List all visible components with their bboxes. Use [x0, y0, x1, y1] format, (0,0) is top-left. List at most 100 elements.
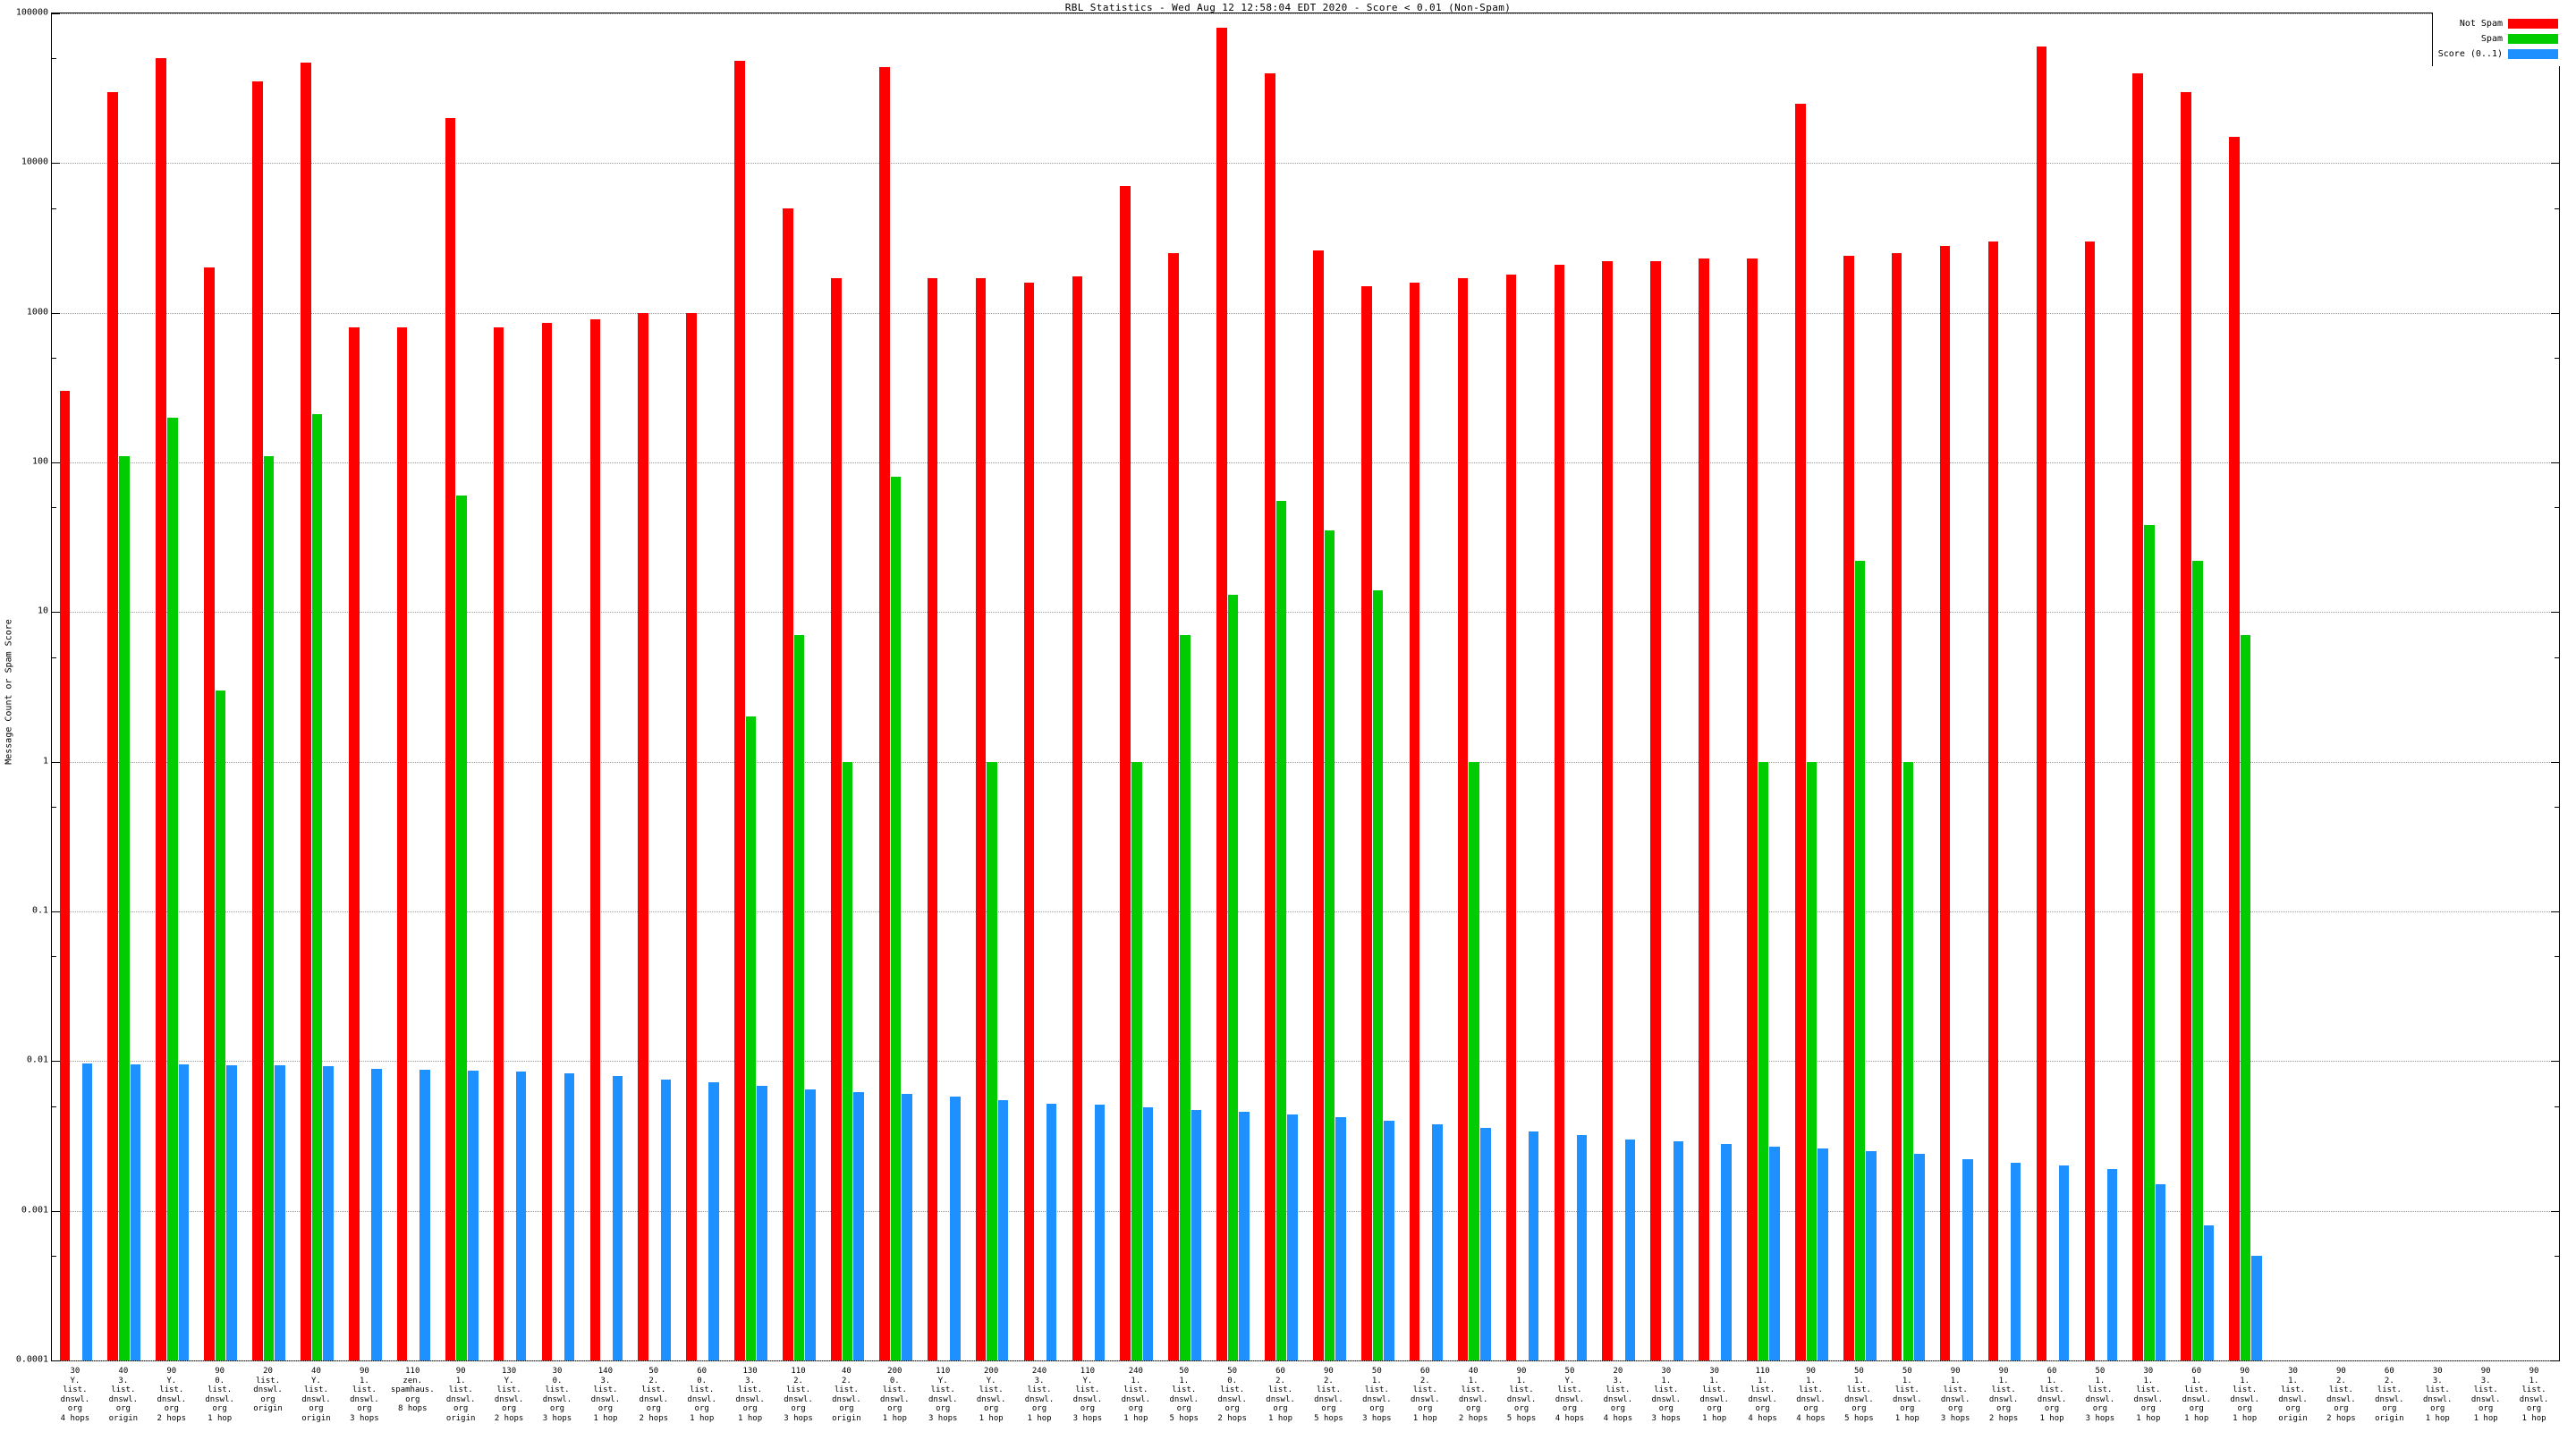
x-tick-label: 90 1. list. dnswl. org 1 hop — [2230, 1367, 2259, 1423]
bar-not-spam — [1360, 286, 1372, 1360]
x-tick-label: 30 1. list. dnswl. org origin — [2278, 1367, 2308, 1423]
bar-score — [81, 1063, 93, 1360]
bar-not-spam — [1265, 72, 1275, 1360]
x-tick-label: 90 1. list. dnswl. org origin — [445, 1367, 476, 1423]
y-tick-mark — [2551, 761, 2559, 763]
bar-not-spam — [107, 91, 119, 1360]
bar-spam — [987, 761, 997, 1360]
gridline — [52, 761, 2559, 763]
x-tick-label: 30 1. list. dnswl. org 1 hop — [2133, 1367, 2164, 1423]
bar-layer — [52, 13, 2559, 1360]
bar-score — [1866, 1151, 1877, 1360]
bar-score — [275, 1064, 285, 1360]
bar-not-spam — [59, 391, 71, 1360]
bar-score — [1673, 1141, 1684, 1360]
bar-spam — [2240, 635, 2251, 1360]
x-tick-label: 20 list. dnswl. org origin — [253, 1367, 283, 1413]
bar-score — [467, 1071, 479, 1360]
x-tick-label: 130 3. list. dnswl. org 1 hop — [735, 1367, 765, 1423]
bar-not-spam — [1216, 28, 1227, 1360]
x-tick-label: 240 1. list. dnswl. org 1 hop — [1121, 1367, 1151, 1423]
bar-score — [2203, 1224, 2215, 1360]
y-tick-mark-minor — [52, 507, 56, 509]
bar-spam — [1131, 761, 1142, 1360]
bar-not-spam — [1168, 253, 1179, 1360]
bar-score — [997, 1099, 1009, 1360]
x-tick-label: 60 1. list. dnswl. org 1 hop — [2182, 1367, 2211, 1423]
bar-not-spam — [541, 323, 553, 1360]
y-tick-mark-minor — [2555, 358, 2559, 360]
x-tick-label: 90 1. list. dnswl. org 4 hops — [1796, 1367, 1826, 1423]
bar-spam — [793, 635, 805, 1360]
x-tick-label: 50 1. list. dnswl. org 3 hops — [1362, 1367, 1392, 1423]
x-tick-label: 110 2. list. dnswl. org 3 hops — [784, 1367, 813, 1423]
bar-score — [178, 1064, 190, 1360]
bar-not-spam — [156, 58, 166, 1360]
bar-score — [612, 1075, 623, 1360]
y-tick-mark — [52, 1210, 60, 1212]
bar-not-spam — [252, 81, 263, 1360]
x-tick-label: 50 2. list. dnswl. org 2 hops — [639, 1367, 669, 1423]
bar-score — [323, 1066, 334, 1360]
y-tick-mark-minor — [2555, 507, 2559, 509]
bar-score — [805, 1089, 816, 1360]
x-tick-label: 30 Y. list. dnswl. org 4 hops — [60, 1367, 90, 1423]
gridline — [52, 462, 2559, 463]
bar-score — [515, 1072, 527, 1360]
bar-not-spam — [1072, 276, 1083, 1360]
bar-score — [1914, 1154, 1925, 1360]
bar-spam — [1324, 530, 1335, 1360]
bar-not-spam — [831, 278, 842, 1360]
y-tick-mark — [52, 761, 60, 763]
bar-not-spam — [1554, 264, 1565, 1360]
bar-spam — [1469, 761, 1479, 1360]
x-tick-label: 90 1. list. dnswl. org 3 hops — [350, 1367, 379, 1423]
gridline — [52, 612, 2559, 614]
bar-score — [2155, 1184, 2166, 1360]
bar-spam — [1179, 635, 1191, 1360]
legend-item-spam: Spam — [2438, 31, 2558, 47]
bar-spam — [2144, 525, 2155, 1360]
x-tick-label: 240 3. list. dnswl. org 1 hop — [1024, 1367, 1055, 1423]
bar-score — [902, 1094, 912, 1360]
x-tick-label: 90 0. list. dnswl. org 1 hop — [205, 1367, 234, 1423]
y-tick-mark — [52, 462, 60, 463]
bar-spam — [215, 690, 226, 1360]
bar-score — [226, 1064, 238, 1360]
bar-score — [371, 1068, 382, 1360]
bar-score — [2058, 1165, 2070, 1360]
bar-not-spam — [445, 117, 456, 1360]
y-tick-mark — [2551, 163, 2559, 165]
y-tick-mark-minor — [2555, 208, 2559, 209]
bar-score — [1335, 1117, 1346, 1360]
bar-not-spam — [2132, 72, 2143, 1360]
y-axis-label: Message Count or Spam Score — [4, 619, 14, 765]
bar-score — [853, 1092, 864, 1360]
gridline — [52, 911, 2559, 912]
bar-spam — [1806, 761, 1818, 1360]
bar-score — [1287, 1114, 1298, 1360]
bar-score — [419, 1070, 430, 1360]
y-tick-label: 1000 — [26, 307, 48, 318]
chart-title: RBL Statistics - Wed Aug 12 12:58:04 EDT… — [1064, 2, 1512, 13]
bar-not-spam — [638, 312, 648, 1360]
bar-spam — [1902, 761, 1914, 1360]
y-tick-mark-minor — [52, 58, 56, 60]
x-axis-tick-labels: 30 Y. list. dnswl. org 4 hops 40 3. list.… — [51, 1367, 2560, 1447]
bar-score — [130, 1064, 141, 1360]
bar-spam — [1227, 595, 1239, 1360]
y-tick-label: 100000 — [15, 7, 48, 18]
bar-not-spam — [1457, 278, 1469, 1360]
y-tick-mark-minor — [2555, 956, 2559, 958]
legend-item-score: Score (0..1) — [2438, 47, 2558, 62]
bar-not-spam — [1699, 258, 1709, 1360]
bar-score — [564, 1072, 575, 1360]
x-tick-label: 90 Y. list. dnswl. org 2 hops — [157, 1367, 186, 1423]
y-tick-mark-minor — [52, 1256, 56, 1258]
bar-score — [1191, 1110, 1202, 1360]
y-tick-mark — [2551, 612, 2559, 614]
y-tick-mark-minor — [2555, 1256, 2559, 1258]
bar-not-spam — [1939, 245, 1951, 1360]
y-tick-label: 0.1 — [31, 905, 48, 916]
